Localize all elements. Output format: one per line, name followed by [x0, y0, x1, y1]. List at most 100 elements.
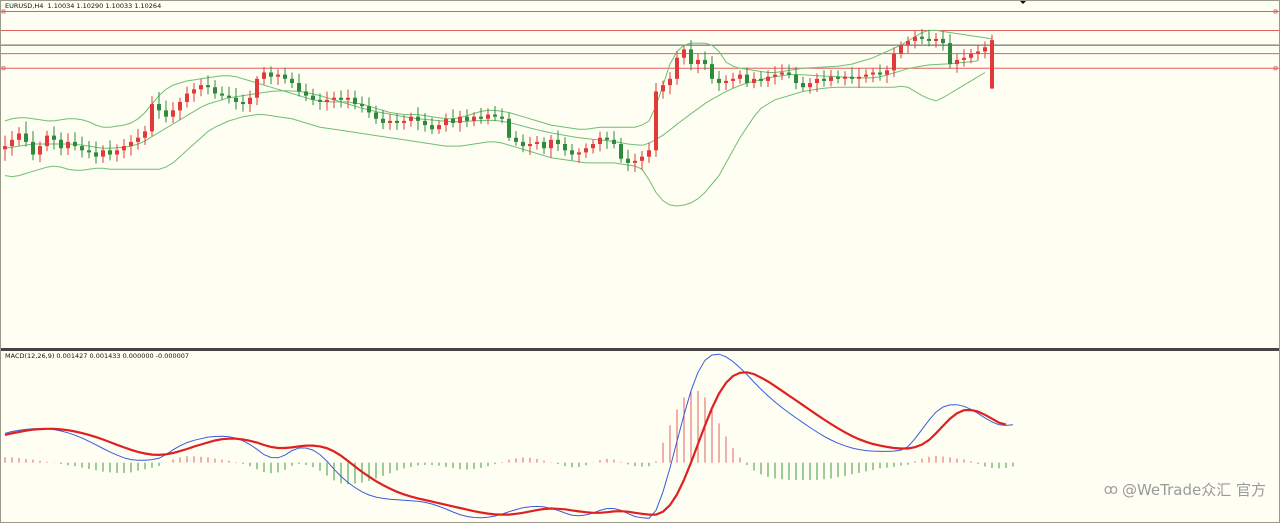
candle-body [262, 72, 266, 79]
candle-body [829, 76, 833, 81]
candle-body [486, 114, 490, 119]
candle-body [591, 144, 595, 149]
candle-body [416, 116, 420, 121]
candle-body [703, 59, 707, 65]
candle-body [381, 118, 385, 123]
candle-body [94, 152, 98, 157]
candle-body [150, 104, 154, 132]
candle-body [626, 158, 630, 163]
candle-body [983, 47, 987, 52]
bollinger-upper-band [4, 29, 993, 130]
candle-body [143, 131, 147, 138]
candle-body [969, 53, 973, 58]
candle-body [612, 139, 616, 145]
candle-body [290, 78, 294, 84]
candle-body [248, 97, 252, 105]
candle-body [3, 146, 7, 150]
candle-body [374, 112, 378, 119]
candle-body [948, 43, 952, 65]
candle-body [360, 104, 364, 107]
candle-body [500, 116, 504, 119]
candle-body [941, 38, 945, 44]
candle-body [514, 137, 518, 142]
candle-body [213, 87, 217, 94]
candle-body [682, 49, 686, 58]
candle-body [479, 116, 483, 119]
candle-body [927, 38, 931, 41]
candle-body [31, 141, 35, 155]
candle-body [353, 97, 357, 105]
candle-body [710, 64, 714, 79]
candle-body [759, 78, 763, 81]
candle-body [157, 104, 161, 111]
candle-body [52, 135, 56, 140]
candle-body [892, 53, 896, 71]
candle-body [752, 78, 756, 84]
chart-shift-marker-icon[interactable] [1019, 0, 1027, 4]
candle-body [507, 118, 511, 138]
candle-body [402, 120, 406, 123]
candle-body [297, 83, 301, 92]
candle-body [220, 93, 224, 96]
candle-body [311, 95, 315, 100]
candle-body [388, 120, 392, 123]
candle-body [668, 78, 672, 86]
candle-body [458, 116, 462, 123]
candle-body [241, 101, 245, 105]
candle-body [976, 51, 980, 54]
candle-body [577, 152, 581, 155]
candle-body [619, 144, 623, 159]
candle-body [808, 83, 812, 88]
candle-body [654, 91, 658, 151]
candle-body [878, 72, 882, 75]
level-anchor-left [1, 9, 6, 14]
candle-body [822, 78, 826, 81]
candle-body [787, 72, 791, 75]
candle-body [255, 78, 259, 98]
candle-body [815, 78, 819, 84]
chart-title: EURUSD,H4 1.10034 1.10290 1.10033 1.1026… [5, 2, 162, 10]
candle-body [899, 45, 903, 54]
candle-body [171, 110, 175, 117]
candle-body [87, 150, 91, 153]
candle-body [493, 114, 497, 117]
candle-body [955, 59, 959, 65]
price-chart[interactable] [1, 1, 1279, 348]
macd-main-line [4, 353, 1014, 519]
candle-body [192, 89, 196, 94]
candle-body [633, 160, 637, 163]
macd-signal-line [4, 371, 1007, 516]
candle-body [871, 72, 875, 75]
candle-body [451, 118, 455, 123]
candle-body [724, 80, 728, 84]
bollinger-lower-band [4, 72, 986, 207]
candle-body [521, 141, 525, 147]
candle-body [794, 74, 798, 84]
bollinger-middle-band [4, 60, 979, 149]
candle-body [549, 139, 553, 149]
candle-body [843, 76, 847, 79]
candle-body [675, 57, 679, 79]
candle-body [444, 118, 448, 126]
candle-body [913, 36, 917, 41]
macd-chart[interactable] [1, 351, 1279, 521]
candle-body [962, 57, 966, 60]
watermark-text: @WeTrade众汇 官方 [1121, 481, 1266, 499]
subwindow-separator[interactable] [0, 348, 1280, 351]
candle-body [836, 76, 840, 79]
candle-body [24, 133, 28, 142]
level-anchor-right [1273, 66, 1278, 71]
candle-body [325, 99, 329, 102]
candle-body [227, 95, 231, 98]
weibo-icon: ꝏ [1103, 481, 1118, 498]
candle-body [570, 150, 574, 155]
candle-body [395, 120, 399, 123]
candle-body [38, 146, 42, 155]
candle-body [206, 85, 210, 88]
candle-body [535, 141, 539, 145]
candle-body [920, 36, 924, 39]
candle-body [129, 141, 133, 147]
candle-body [745, 74, 749, 84]
candle-body [598, 137, 602, 145]
